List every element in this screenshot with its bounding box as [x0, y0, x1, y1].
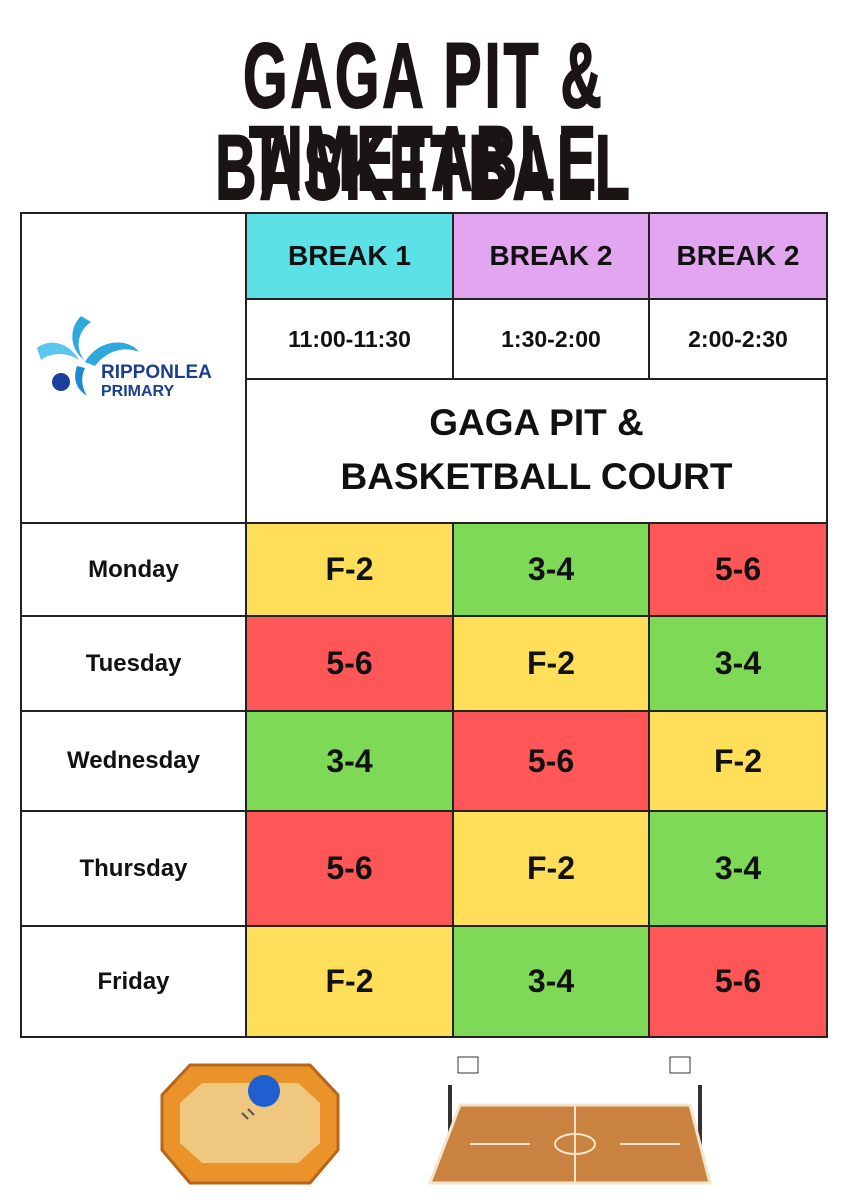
break-time: 11:00-11:30 [245, 298, 454, 380]
title: GAGA PIT & BASKETBALL [215, 25, 633, 219]
group-cell: 3-4 [245, 710, 454, 812]
day: Thursday [20, 810, 247, 927]
break-time: 2:00-2:30 [648, 298, 828, 380]
group-cell: F-2 [452, 615, 650, 712]
break-name: BREAK 1 [245, 212, 454, 300]
logo-name: RIPPONLEA [101, 362, 212, 383]
gaga-pit-image [160, 1063, 340, 1185]
group-cell: F-2 [648, 710, 828, 812]
day: Wednesday [20, 710, 247, 812]
logo-cell: RIPPONLEA PRIMARY [20, 212, 247, 524]
group-cell: 5-6 [452, 710, 650, 812]
logo-subtitle: PRIMARY [101, 383, 175, 400]
group-cell: F-2 [245, 925, 454, 1038]
group-cell: 5-6 [245, 615, 454, 712]
group-cell: 3-4 [452, 925, 650, 1038]
day: Friday [20, 925, 247, 1038]
group-cell: 3-4 [648, 615, 828, 712]
title: TIMETABLE [248, 108, 600, 210]
basketball-court-image [427, 1056, 712, 1185]
break-name: BREAK 2 [648, 212, 828, 300]
group-cell: 5-6 [648, 925, 828, 1038]
group-cell: 5-6 [648, 522, 828, 617]
venue: GAGA PIT & BASKETBALL COURT [245, 376, 828, 524]
group-cell: 3-4 [648, 810, 828, 927]
break-name: BREAK 2 [452, 212, 650, 300]
group-cell: 3-4 [452, 522, 650, 617]
break-time: 1:30-2:00 [452, 298, 650, 380]
day: Tuesday [20, 615, 247, 712]
group-cell: F-2 [245, 522, 454, 617]
group-cell: F-2 [452, 810, 650, 927]
day: Monday [20, 522, 247, 617]
group-cell: 5-6 [245, 810, 454, 927]
logo: RIPPONLEA PRIMARY [36, 316, 212, 400]
